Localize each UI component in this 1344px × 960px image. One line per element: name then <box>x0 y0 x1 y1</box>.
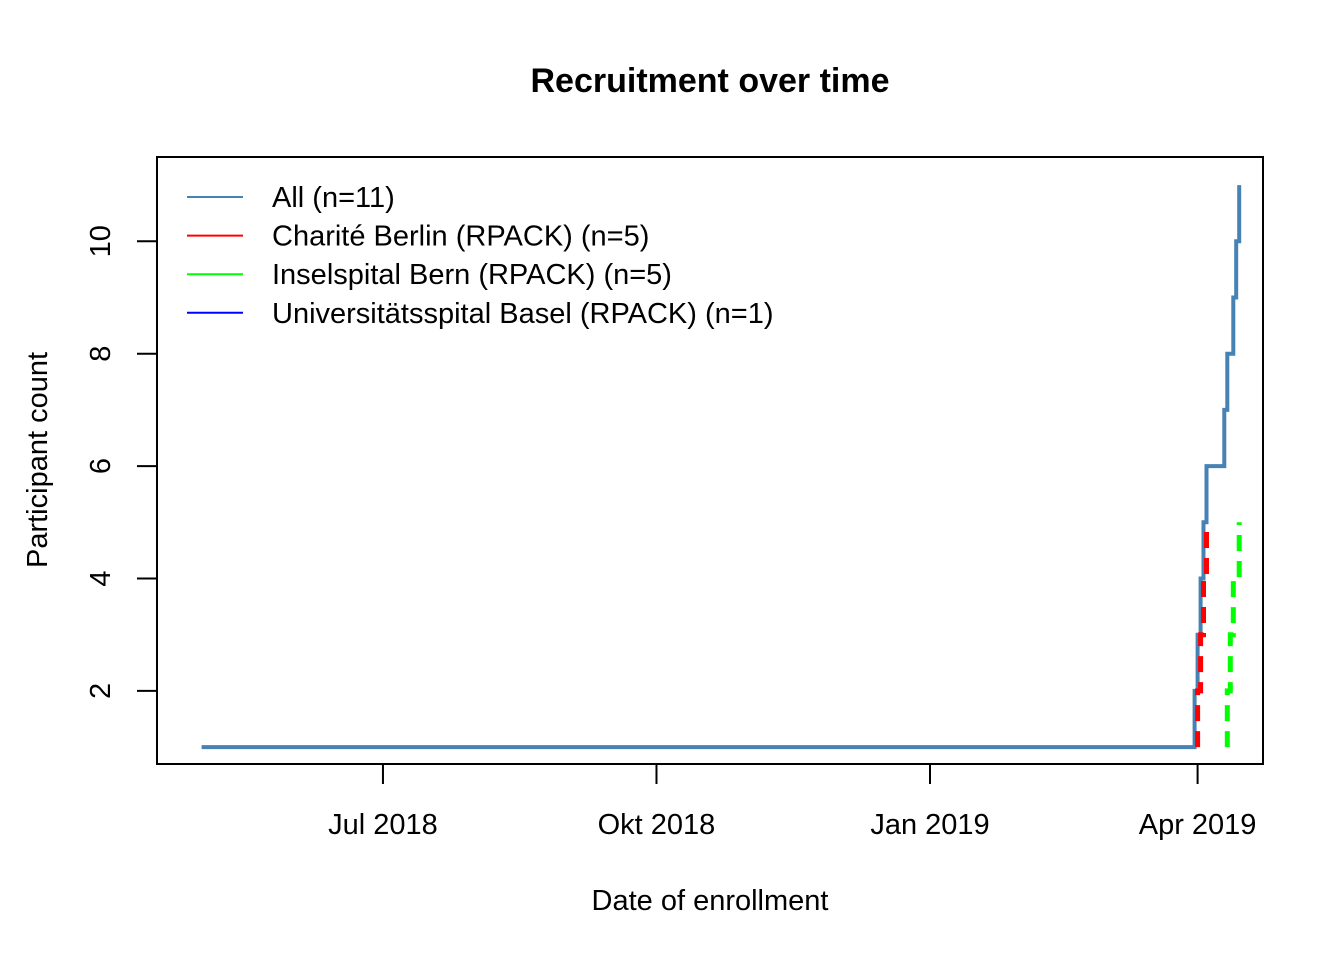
y-axis-label: Participant count <box>22 352 54 568</box>
series-line-1 <box>1195 522 1209 748</box>
legend-label-0: All (n=11) <box>272 182 395 214</box>
legend-label-1: Charité Berlin (RPACK) (n=5) <box>272 221 649 253</box>
y-tick-label-0: 2 <box>85 683 117 699</box>
legend-label-2: Inselspital Bern (RPACK) (n=5) <box>272 259 672 291</box>
chart-title: Recruitment over time <box>531 62 890 100</box>
y-tick-label-3: 8 <box>85 346 117 362</box>
series-line-2 <box>1224 522 1242 748</box>
y-tick-label-4: 10 <box>85 225 117 257</box>
y-tick-label-1: 4 <box>85 570 117 586</box>
x-tick-label-0: Jul 2018 <box>328 809 438 841</box>
legend-label-3: Universitätsspital Basel (RPACK) (n=1) <box>272 298 773 330</box>
series-layer <box>201 185 1242 750</box>
x-axis-label: Date of enrollment <box>592 885 829 917</box>
series-line-0 <box>201 185 1242 750</box>
x-tick-label-1: Okt 2018 <box>598 809 716 841</box>
x-tick-label-3: Apr 2019 <box>1139 809 1257 841</box>
plot-frame <box>156 156 1264 765</box>
x-axis: Jul 2018 Okt 2018 Jan 2019 Apr 2019 <box>328 764 1256 841</box>
y-axis: 2 4 6 8 10 <box>85 225 157 699</box>
x-tick-label-2: Jan 2019 <box>870 809 989 841</box>
y-tick-label-2: 6 <box>85 458 117 474</box>
legend: All (n=11) Charité Berlin (RPACK) (n=5) In… <box>187 182 773 330</box>
